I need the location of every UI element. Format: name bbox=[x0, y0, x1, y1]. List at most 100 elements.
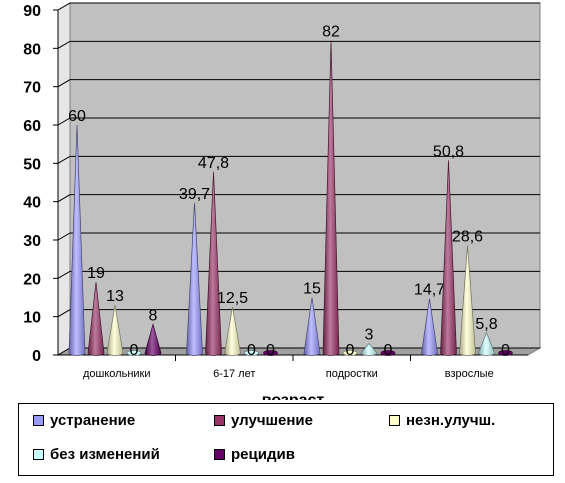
data-label: 0 bbox=[501, 342, 510, 359]
legend-swatch bbox=[214, 415, 225, 426]
data-label: 60 bbox=[68, 108, 86, 125]
gridline bbox=[57, 40, 540, 49]
legend-item: незн.улучш. bbox=[389, 412, 495, 429]
bar-2-4: 0 bbox=[380, 342, 396, 359]
y-tick-label: 30 bbox=[23, 233, 41, 250]
bar-3-2: 28,6 bbox=[452, 228, 483, 356]
x-tick-label: 6-17 лет bbox=[213, 368, 255, 380]
side-wall bbox=[57, 2, 71, 356]
data-label: 28,6 bbox=[452, 228, 483, 245]
bar-2-2: 0 bbox=[342, 342, 358, 359]
bar-1-2: 12,5 bbox=[217, 290, 248, 356]
legend-swatch bbox=[389, 415, 400, 426]
data-label: 5,8 bbox=[475, 316, 497, 333]
cone bbox=[205, 171, 222, 356]
data-label: 0 bbox=[130, 342, 139, 359]
cone bbox=[68, 124, 86, 356]
x-axis-title: возраст bbox=[262, 392, 325, 400]
x-tick-label: подростки bbox=[326, 368, 378, 380]
x-tick-label: дошкольники bbox=[83, 368, 151, 380]
gridline bbox=[57, 194, 540, 203]
cone bbox=[478, 331, 495, 356]
chart-walls bbox=[56, 2, 542, 356]
y-tick-label: 70 bbox=[23, 80, 41, 97]
data-label: 82 bbox=[322, 24, 340, 41]
bar-3-0: 14,7 bbox=[414, 282, 445, 356]
bar-1-4: 0 bbox=[263, 342, 278, 359]
x-tick-label: взрослые bbox=[445, 368, 494, 380]
cone bbox=[421, 298, 438, 356]
legend-item: улучшение bbox=[214, 412, 313, 429]
bar-3-3: 5,8 bbox=[475, 316, 498, 356]
y-tick-label: 0 bbox=[32, 348, 41, 365]
cone bbox=[144, 323, 162, 356]
data-label: 0 bbox=[384, 342, 393, 359]
data-label: 0 bbox=[346, 342, 355, 359]
y-tick-label: 40 bbox=[23, 195, 41, 212]
bar-0-1: 19 bbox=[87, 265, 105, 356]
data-label: 47,8 bbox=[198, 155, 229, 172]
bar-1-1: 47,8 bbox=[198, 155, 229, 356]
cone bbox=[186, 202, 203, 356]
bar-0-2: 13 bbox=[106, 288, 124, 356]
cone-base bbox=[380, 350, 396, 356]
data-label: 0 bbox=[247, 342, 256, 359]
data-label: 19 bbox=[87, 265, 105, 282]
data-label: 3 bbox=[365, 327, 374, 344]
y-tick-label: 50 bbox=[23, 156, 41, 173]
legend-item: рецидив bbox=[214, 446, 295, 463]
y-tick-label: 20 bbox=[23, 271, 41, 288]
data-label: 8 bbox=[149, 307, 158, 324]
bar-1-0: 39,7 bbox=[179, 186, 210, 356]
bar-0-4: 8 bbox=[144, 307, 162, 356]
cone bbox=[303, 297, 321, 356]
legend: устранение улучшение незн.улучш. без измене… bbox=[18, 403, 554, 476]
cone-base bbox=[342, 350, 358, 356]
data-label: 13 bbox=[106, 288, 124, 305]
bar-2-0: 15 bbox=[303, 281, 321, 356]
cone-base bbox=[263, 350, 278, 356]
cone-base bbox=[126, 350, 142, 356]
legend-swatch bbox=[214, 449, 225, 460]
cone bbox=[360, 342, 378, 356]
y-axis-ticks: 0 10 20 30 40 50 60 70 80 90 bbox=[23, 3, 41, 365]
y-tick-label: 60 bbox=[23, 118, 41, 135]
gridline bbox=[57, 2, 540, 11]
back-wall bbox=[69, 2, 541, 349]
data-label: 12,5 bbox=[217, 290, 248, 307]
data-label: 14,7 bbox=[414, 282, 445, 299]
legend-label: без изменений bbox=[50, 446, 160, 463]
cone bbox=[87, 282, 105, 356]
legend-label: улучшение bbox=[231, 412, 313, 429]
bar-3-4: 0 bbox=[498, 342, 513, 359]
y-tick-label: 80 bbox=[23, 41, 41, 58]
legend-swatch bbox=[33, 415, 44, 426]
data-label: 39,7 bbox=[179, 186, 210, 203]
data-label: 0 bbox=[266, 342, 275, 359]
y-tick-label: 10 bbox=[23, 310, 41, 327]
bar-2-3: 3 bbox=[360, 327, 378, 356]
bar-1-3: 0 bbox=[244, 342, 259, 359]
cone-base bbox=[498, 350, 513, 356]
legend-label: незн.улучш. bbox=[406, 412, 496, 429]
x-axis-categories: дошкольники 6-17 лет подростки взрослые bbox=[83, 355, 494, 380]
gridline bbox=[57, 117, 540, 126]
gridline bbox=[57, 79, 540, 88]
legend-item: без изменений bbox=[33, 446, 160, 463]
bar-3-1: 50,8 bbox=[433, 143, 464, 356]
cone bbox=[106, 305, 124, 356]
gridline bbox=[57, 155, 540, 164]
cone bbox=[440, 160, 457, 356]
legend-item: устранение bbox=[33, 412, 135, 429]
gridline bbox=[57, 309, 540, 318]
cone-base bbox=[244, 350, 259, 356]
data-label: 15 bbox=[303, 281, 321, 298]
y-tick-label: 90 bbox=[23, 3, 41, 20]
gridline bbox=[57, 232, 540, 241]
bar-0-3: 0 bbox=[126, 342, 142, 359]
data-label: 50,8 bbox=[433, 143, 464, 160]
bar-0-0: 60 bbox=[68, 108, 86, 356]
legend-swatch bbox=[33, 449, 44, 460]
legend-label: рецидив bbox=[231, 446, 295, 463]
